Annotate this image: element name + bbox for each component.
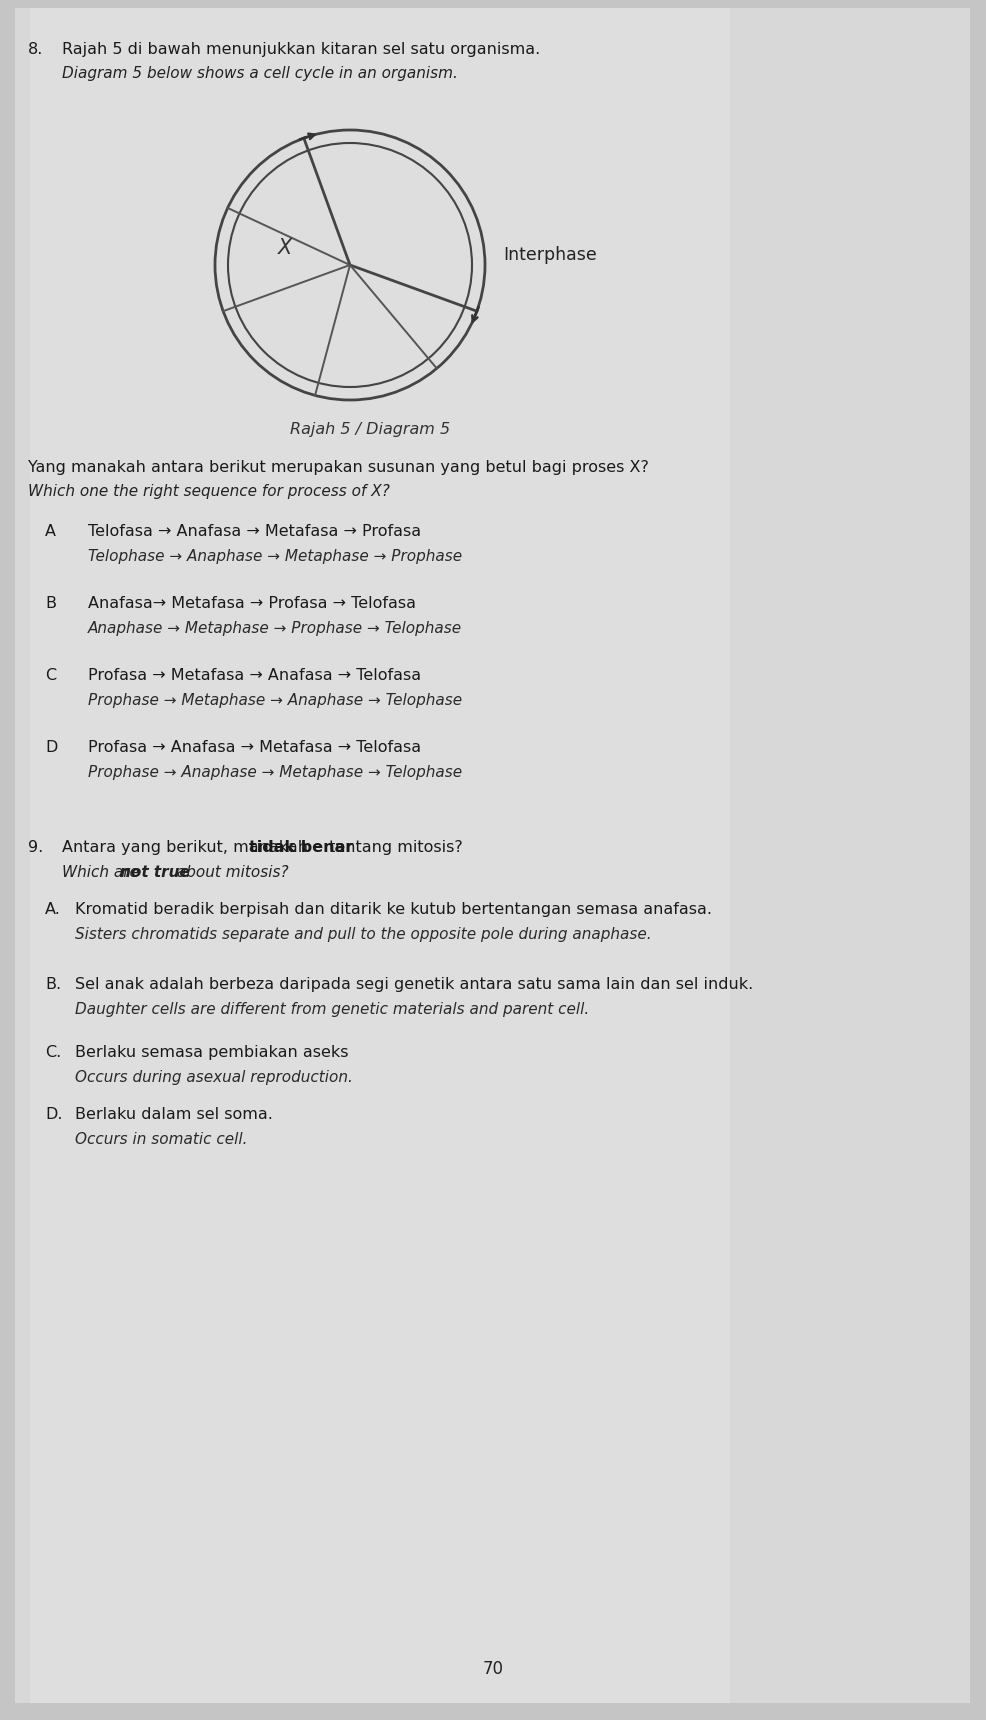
- Text: 8.: 8.: [28, 41, 43, 57]
- Text: Anafasa→ Metafasa → Profasa → Telofasa: Anafasa→ Metafasa → Profasa → Telofasa: [88, 597, 415, 611]
- Text: Telophase → Anaphase → Metaphase → Prophase: Telophase → Anaphase → Metaphase → Proph…: [88, 549, 461, 564]
- Text: Prophase → Metaphase → Anaphase → Telophase: Prophase → Metaphase → Anaphase → Teloph…: [88, 693, 461, 709]
- Text: Occurs during asexual reproduction.: Occurs during asexual reproduction.: [75, 1070, 353, 1085]
- Text: Which are: Which are: [62, 865, 144, 881]
- Text: Interphase: Interphase: [503, 246, 597, 263]
- Text: Yang manakah antara berikut merupakan susunan yang betul bagi proses X?: Yang manakah antara berikut merupakan su…: [28, 459, 648, 475]
- Text: Occurs in somatic cell.: Occurs in somatic cell.: [75, 1132, 247, 1147]
- Text: C.: C.: [45, 1046, 61, 1060]
- Text: Profasa → Metafasa → Anafasa → Telofasa: Profasa → Metafasa → Anafasa → Telofasa: [88, 667, 421, 683]
- Text: D: D: [45, 740, 57, 755]
- Text: Sel anak adalah berbeza daripada segi genetik antara satu sama lain dan sel indu: Sel anak adalah berbeza daripada segi ge…: [75, 977, 752, 992]
- Text: Antara yang berikut, manakah: Antara yang berikut, manakah: [62, 839, 313, 855]
- Text: Prophase → Anaphase → Metaphase → Telophase: Prophase → Anaphase → Metaphase → Teloph…: [88, 765, 461, 779]
- FancyBboxPatch shape: [30, 9, 730, 1703]
- Text: D.: D.: [45, 1108, 62, 1121]
- Text: Rajah 5 / Diagram 5: Rajah 5 / Diagram 5: [290, 421, 450, 437]
- Text: X: X: [277, 237, 292, 258]
- Text: Kromatid beradik berpisah dan ditarik ke kutub bertentangan semasa anafasa.: Kromatid beradik berpisah dan ditarik ke…: [75, 901, 711, 917]
- Text: Berlaku dalam sel soma.: Berlaku dalam sel soma.: [75, 1108, 272, 1121]
- Text: Telofasa → Anafasa → Metafasa → Profasa: Telofasa → Anafasa → Metafasa → Profasa: [88, 525, 421, 538]
- Text: Anaphase → Metaphase → Prophase → Telophase: Anaphase → Metaphase → Prophase → Teloph…: [88, 621, 461, 636]
- Text: C: C: [45, 667, 56, 683]
- Text: Which one the right sequence for process of X?: Which one the right sequence for process…: [28, 483, 389, 499]
- Text: B.: B.: [45, 977, 61, 992]
- Text: A.: A.: [45, 901, 61, 917]
- FancyBboxPatch shape: [15, 9, 969, 1703]
- Text: 9.: 9.: [28, 839, 43, 855]
- Text: Daughter cells are different from genetic materials and parent cell.: Daughter cells are different from geneti…: [75, 1003, 589, 1017]
- Text: Rajah 5 di bawah menunjukkan kitaran sel satu organisma.: Rajah 5 di bawah menunjukkan kitaran sel…: [62, 41, 539, 57]
- Text: Diagram 5 below shows a cell cycle in an organism.: Diagram 5 below shows a cell cycle in an…: [62, 65, 458, 81]
- Text: Sisters chromatids separate and pull to the opposite pole during anaphase.: Sisters chromatids separate and pull to …: [75, 927, 651, 943]
- Text: 70: 70: [482, 1660, 503, 1679]
- Text: A: A: [45, 525, 56, 538]
- Text: tentang mitosis?: tentang mitosis?: [323, 839, 462, 855]
- Text: B: B: [45, 597, 56, 611]
- Text: Berlaku semasa pembiakan aseks: Berlaku semasa pembiakan aseks: [75, 1046, 348, 1060]
- Text: Profasa → Anafasa → Metafasa → Telofasa: Profasa → Anafasa → Metafasa → Telofasa: [88, 740, 421, 755]
- Text: about mitosis?: about mitosis?: [172, 865, 288, 881]
- Text: not true: not true: [120, 865, 189, 881]
- Text: tidak benar: tidak benar: [248, 839, 353, 855]
